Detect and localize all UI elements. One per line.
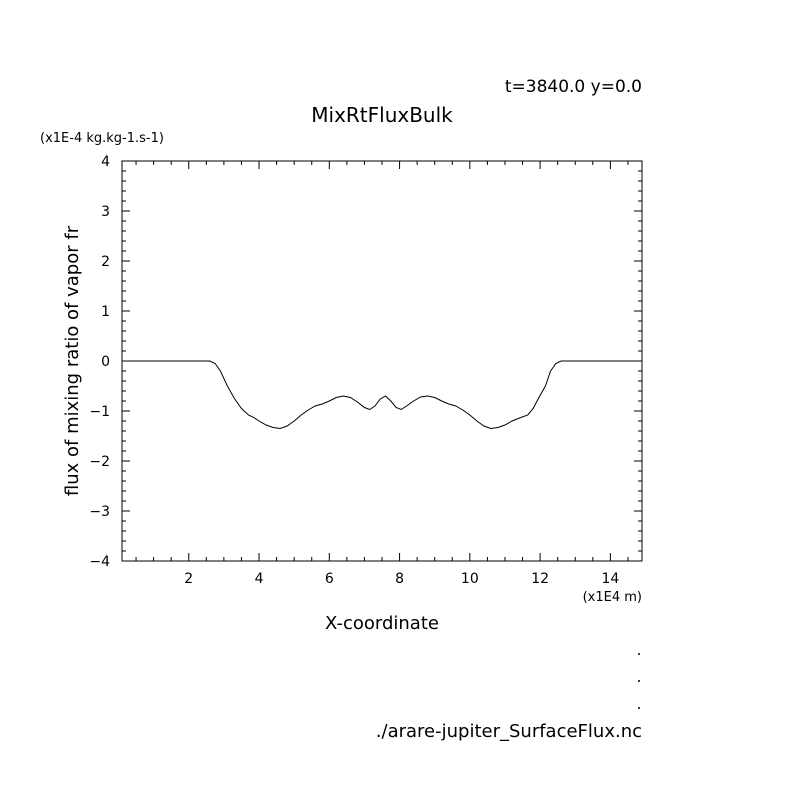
time-label: t=3840.0 y=0.0 (505, 77, 642, 97)
y-tick-label: 4 (101, 154, 110, 170)
series-line (122, 360, 642, 430)
y-tick-label: 2 (101, 254, 110, 270)
x-axis-tick-labels: 2 4 6 8 10 12 14 (184, 571, 619, 587)
dot-marker (638, 707, 640, 709)
y-tick-label: −1 (89, 404, 110, 420)
y-tick-label: 3 (101, 204, 110, 220)
y-tick-label: −4 (89, 554, 110, 570)
y-tick-label: −2 (89, 454, 110, 470)
chart-title: MixRtFluxBulk (311, 103, 453, 127)
x-tick-label: 10 (461, 571, 479, 587)
x-tick-label: 8 (395, 571, 404, 587)
y-axis-tick-labels: −4 −3 −2 −1 0 1 2 3 4 (89, 154, 110, 570)
x-tick-label: 2 (184, 571, 193, 587)
x-axis-label: X-coordinate (325, 613, 439, 634)
x-axis-ticks (135, 161, 629, 561)
y-tick-label: −3 (89, 504, 110, 520)
y-axis-label: flux of mixing ratio of vapor fr (62, 225, 83, 496)
x-tick-label: 14 (601, 571, 619, 587)
x-unit-label: (x1E4 m) (583, 590, 642, 605)
y-tick-label: 0 (101, 354, 110, 370)
dot-marker (638, 653, 640, 655)
x-tick-label: 12 (531, 571, 549, 587)
x-tick-label: 4 (255, 571, 264, 587)
y-axis-ticks (122, 160, 642, 562)
y-tick-label: 1 (101, 304, 110, 320)
y-unit-label: (x1E-4 kg.kg-1.s-1) (40, 131, 164, 146)
source-file-label: ./arare-jupiter_SurfaceFlux.nc (376, 721, 642, 742)
dot-marker (638, 680, 640, 682)
x-tick-label: 6 (325, 571, 334, 587)
